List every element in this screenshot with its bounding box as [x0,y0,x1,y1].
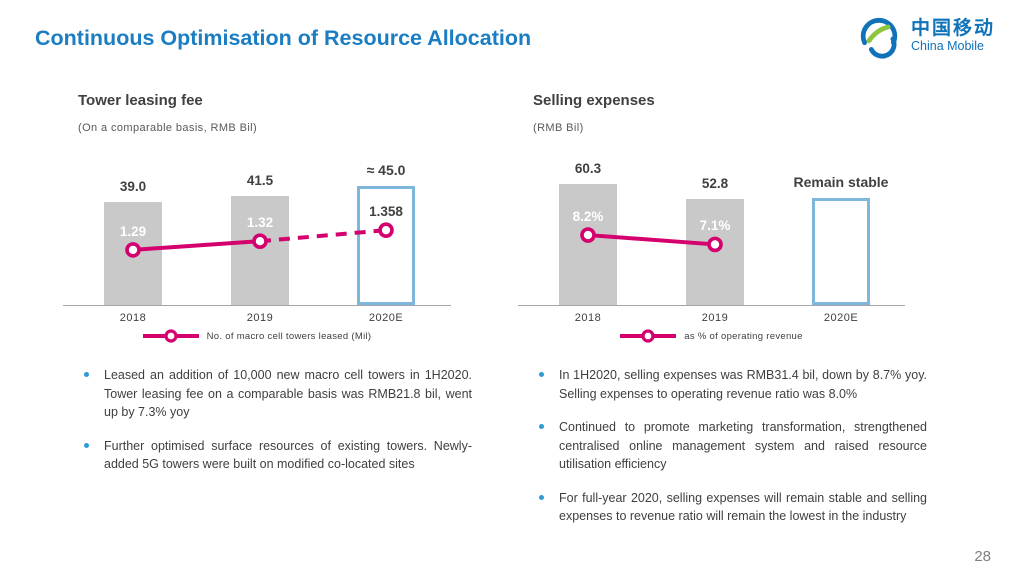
bar-value-label: 52.8 [701,176,729,191]
x-axis-label: 2019 [246,312,274,324]
legend-label: as % of operating revenue [684,330,803,342]
line-marker-icon [707,236,723,253]
legend-line-marker-icon [142,329,199,343]
line-series [125,222,394,258]
tower-leasing-fee-chart: 39.0 41.5 ≈ 45.0 1.29 1.32 1.358 2018 2019 2020E [63,160,451,324]
list-item: For full-year 2020, selling expenses wil… [533,489,927,526]
logo-chinese-name: 中国移动 [910,17,995,39]
page-number: 28 [974,548,991,565]
bar-2018 [559,184,617,305]
china-mobile-logo-icon [860,17,898,59]
line-point-label: 1.29 [119,223,147,239]
line-marker-icon [580,227,596,243]
line-point-label: 1.358 [369,204,403,220]
legend-line-marker-icon [620,329,677,343]
x-axis-label: 2018 [574,312,602,324]
line-series [580,227,723,253]
bullet-text: For full-year 2020, selling expenses wil… [559,490,927,524]
line-marker-icon [252,233,268,249]
line-marker-icon [125,242,141,258]
selling-expenses-subtitle: (RMB Bil) [533,122,584,134]
bar-2020E [357,186,415,305]
bullet-dot-icon [539,372,544,377]
line-point-label: 1.32 [246,215,274,231]
logo-text: 中国移动 China Mobile [911,19,995,53]
bar-value-label: 41.5 [246,173,274,188]
x-axis-label: 2020E [368,312,404,324]
selling-expenses-legend: as % of operating revenue [518,329,905,343]
bar-value-label: 39.0 [119,179,147,194]
selling-expenses-bullet-list: In 1H2020, selling expenses was RMB31.4 … [533,366,927,541]
selling-expenses-title: Selling expenses [533,92,655,109]
list-item: Continued to promote marketing transform… [533,418,927,474]
logo-english-name: China Mobile [910,38,984,53]
bullet-text: In 1H2020, selling expenses was RMB31.4 … [559,368,927,401]
bullet-dot-icon [84,442,89,448]
bullet-dot-icon [539,424,544,429]
tower-leasing-fee-subtitle: (On a comparable basis, RMB Bil) [78,122,258,134]
list-item: Leased an addition of 10,000 new macro c… [78,366,472,422]
x-axis-label: 2018 [119,312,147,324]
line-point-label: 8.2% [572,209,604,225]
bar-2019 [231,196,289,305]
bar-value-label: Remain stable [793,174,889,190]
tower-leasing-bullet-list: Leased an addition of 10,000 new macro c… [78,366,472,489]
bar-2020E [812,198,870,305]
tower-leasing-fee-legend: No. of macro cell towers leased (Mil) [63,329,451,343]
tower-leasing-fee-title: Tower leasing fee [78,92,203,109]
bullet-dot-icon [84,372,89,377]
selling-expenses-chart: 60.3 52.8 Remain stable 8.2% 7.1% 2018 2019 202… [518,160,905,324]
bullet-text: Further optimised surface resources of e… [104,438,472,472]
list-item: In 1H2020, selling expenses was RMB31.4 … [533,366,927,403]
line-marker-icon [378,222,394,238]
line-point-label: 7.1% [699,218,731,234]
bullet-text: Leased an addition of 10,000 new macro c… [104,368,472,419]
legend-label: No. of macro cell towers leased (Mil) [206,330,372,342]
x-axis-label: 2020E [823,312,859,324]
bar-value-label: ≈ 45.0 [366,162,406,178]
bar-value-label: 60.3 [574,161,602,176]
page-title: Continuous Optimisation of Resource Allo… [35,26,532,50]
china-mobile-logo: 中国移动 China Mobile [856,13,995,59]
list-item: Further optimised surface resources of e… [78,437,472,474]
bullet-dot-icon [539,494,544,500]
x-axis-label: 2019 [701,312,729,324]
bullet-text: Continued to promote marketing transform… [559,420,927,471]
